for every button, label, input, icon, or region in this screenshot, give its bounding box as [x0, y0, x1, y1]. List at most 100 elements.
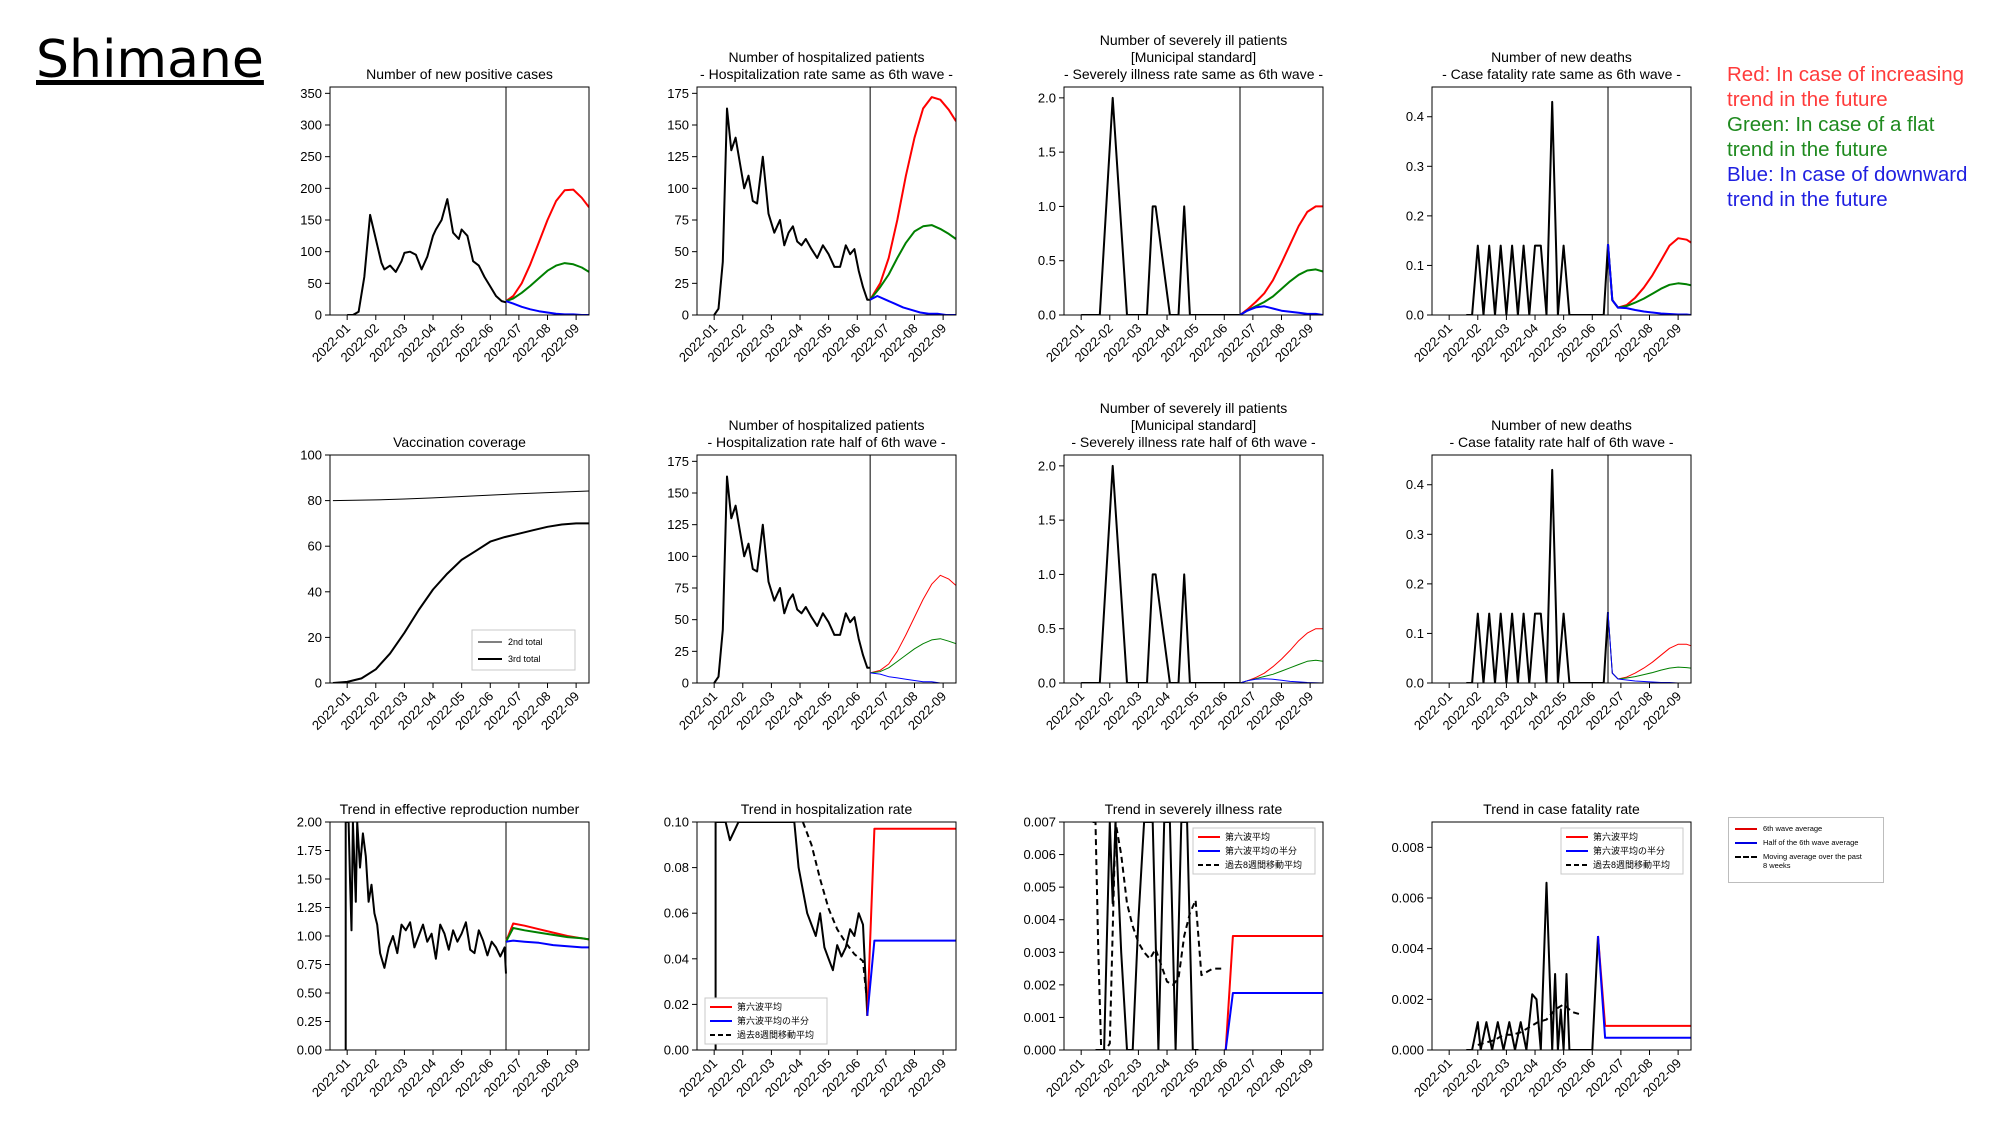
y-tick-label: 1.75 — [297, 843, 322, 858]
plot-frame — [329, 821, 590, 1051]
chart-title: - Case fatality rate same as 6th wave - — [1442, 66, 1681, 82]
y-tick-label: 1.0 — [1038, 199, 1056, 214]
y-tick-label: 0.005 — [1023, 880, 1056, 895]
chart-panel-hosphalf: Number of hospitalized patients- Hospita… — [667, 417, 957, 733]
chart-title: - Severely illness rate half of 6th wave… — [1071, 434, 1316, 450]
y-tick-label: 0.006 — [1023, 847, 1056, 862]
series-line-3 — [1239, 678, 1323, 683]
series-line-3 — [505, 939, 589, 949]
chart-title: Trend in hospitalization rate — [741, 801, 913, 817]
series-line-1 — [332, 522, 589, 683]
chart-title: [Municipal standard] — [1131, 417, 1256, 433]
legend-label: 過去8週間移動平均 — [1225, 859, 1302, 870]
y-tick-label: 0.0 — [1038, 676, 1056, 691]
series-line-2 — [1607, 244, 1691, 309]
y-tick-label: 100 — [667, 181, 689, 196]
series-line-2 — [505, 262, 589, 303]
series-line-1 — [869, 574, 956, 674]
series-line-0 — [347, 198, 507, 315]
chart-panel-vacc: Vaccination coverage0204060801002022-012… — [300, 434, 590, 733]
y-tick-label: 0.2 — [1406, 208, 1424, 223]
plot-frame — [1431, 821, 1692, 1051]
y-tick-label: 0 — [682, 676, 689, 691]
series-line-3 — [1607, 612, 1691, 683]
y-tick-label: 150 — [667, 118, 689, 133]
y-tick-label: 125 — [667, 149, 689, 164]
y-tick-label: 0.007 — [1023, 815, 1056, 830]
chart-title: Number of severely ill patients — [1100, 400, 1288, 416]
series-line-0 — [1466, 881, 1599, 1050]
y-tick-label: 0.1 — [1406, 258, 1424, 273]
y-tick-label: 0.002 — [1023, 977, 1056, 992]
chart-title: - Hospitalization rate half of 6th wave … — [707, 434, 945, 450]
y-tick-label: 0.3 — [1406, 527, 1424, 542]
series-line-1 — [1477, 1003, 1582, 1046]
legend-label: 第六波平均 — [1225, 831, 1270, 842]
series-line-0 — [1095, 822, 1199, 1050]
y-tick-label: 2.0 — [1038, 90, 1056, 105]
y-tick-label: 0 — [682, 308, 689, 323]
y-tick-label: 1.50 — [297, 872, 322, 887]
y-tick-label: 350 — [300, 86, 322, 101]
y-tick-label: 0.25 — [297, 1014, 322, 1029]
y-tick-label: 1.5 — [1038, 513, 1056, 528]
y-tick-label: 0.3 — [1406, 159, 1424, 174]
legend-entry-half-6th-wave: Half of the 6th wave average — [1735, 838, 1858, 847]
chart-panel-deaths6: Number of new deaths- Case fatality rate… — [1406, 49, 1692, 365]
chart-title: Number of new deaths — [1491, 417, 1632, 433]
y-tick-label: 0.000 — [1391, 1043, 1424, 1058]
legend-label: 6th wave average — [1763, 824, 1823, 833]
y-tick-label: 75 — [675, 581, 689, 596]
chart-panel-hosprate: Trend in hospitalization rate 0.00 0.02 0.0… — [664, 801, 957, 1100]
chart-panel-severe6: Number of severely ill patients[Municipa… — [1038, 32, 1324, 365]
series-line-1 — [869, 96, 956, 301]
legend-entry-moving-average: Moving average over the past 8 weeks — [1735, 852, 1875, 870]
chart-title: [Municipal standard] — [1131, 49, 1256, 65]
plot-frame — [696, 86, 957, 316]
legend-swatch-red — [1735, 828, 1757, 830]
y-tick-label: 0.0 — [1406, 308, 1424, 323]
y-tick-label: 50 — [675, 612, 689, 627]
plot-frame — [696, 454, 957, 684]
wave-average-legend: 6th wave average Half of the 6th wave av… — [1728, 817, 1884, 883]
series-line-2 — [1597, 935, 1691, 1027]
y-tick-label: 0.1 — [1406, 626, 1424, 641]
y-tick-label: 0.0 — [1406, 676, 1424, 691]
y-tick-label: 0.50 — [297, 986, 322, 1001]
series-line-0 — [1081, 464, 1240, 683]
y-tick-label: 20 — [308, 630, 322, 645]
legend-swatch-blue — [1735, 842, 1757, 844]
y-tick-label: 0.02 — [664, 997, 689, 1012]
legend-label: 過去8週間移動平均 — [1593, 859, 1670, 870]
y-tick-label: 250 — [300, 149, 322, 164]
legend-label: 第六波平均の半分 — [1225, 845, 1297, 856]
series-line-2 — [1224, 935, 1323, 1050]
chart-title: Number of new positive cases — [366, 66, 553, 82]
y-tick-label: 25 — [675, 276, 689, 291]
chart-panel-hosp6: Number of hospitalized patients- Hospita… — [667, 49, 957, 365]
plot-frame — [1063, 86, 1324, 316]
y-tick-label: 0.008 — [1391, 840, 1424, 855]
y-tick-label: 125 — [667, 517, 689, 532]
plot-frame — [1431, 454, 1692, 684]
y-tick-label: 100 — [300, 448, 322, 463]
legend-label: Moving average over the past 8 weeks — [1763, 852, 1862, 870]
chart-panel-cfr: Trend in case fatality rate 0.000 0.002 0.0… — [1391, 801, 1692, 1100]
series-line-0 — [344, 822, 507, 1050]
legend-label: 第六波平均の半分 — [1593, 845, 1665, 856]
legend-label: 3rd total — [508, 654, 541, 664]
series-line-3 — [866, 939, 956, 1016]
y-tick-label: 150 — [300, 213, 322, 228]
chart-title: Trend in severely illness rate — [1105, 801, 1283, 817]
y-tick-label: 100 — [667, 549, 689, 564]
y-tick-label: 1.25 — [297, 900, 322, 915]
legend-label: 第六波平均 — [1593, 831, 1638, 842]
chart-title: - Hospitalization rate same as 6th wave … — [700, 66, 953, 82]
scenario-legend: Red: In case of increasing trend in the … — [1727, 62, 1967, 212]
chart-title: Number of severely ill patients — [1100, 32, 1288, 48]
series-line-3 — [1239, 305, 1323, 315]
y-tick-label: 0.001 — [1023, 1010, 1056, 1025]
chart-panel-deathshalf: Number of new deaths- Case fatality rate… — [1406, 417, 1692, 733]
plot-frame — [329, 86, 590, 316]
